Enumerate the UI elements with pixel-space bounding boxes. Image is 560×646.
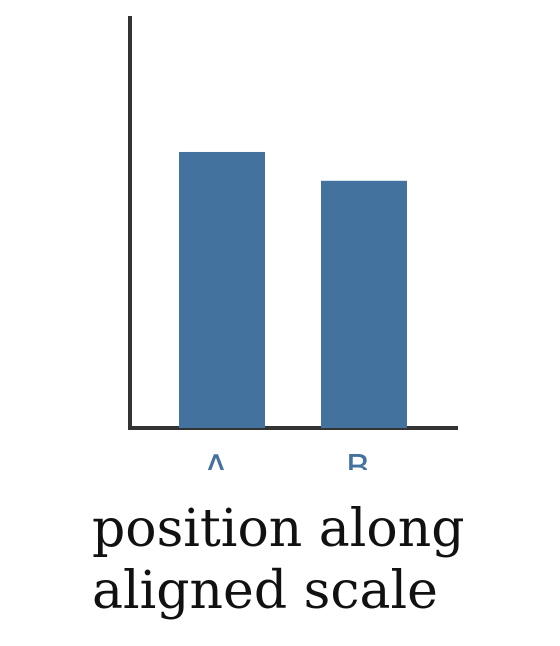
x-tick-label-a: A <box>204 448 229 470</box>
chart-caption: position along aligned scale <box>92 498 464 622</box>
bar-a <box>179 151 265 428</box>
caption-line-2: aligned scale <box>92 561 438 621</box>
x-tick-label-b: B <box>346 448 371 470</box>
caption-line-1: position along <box>92 499 465 559</box>
bar-b <box>321 180 407 428</box>
